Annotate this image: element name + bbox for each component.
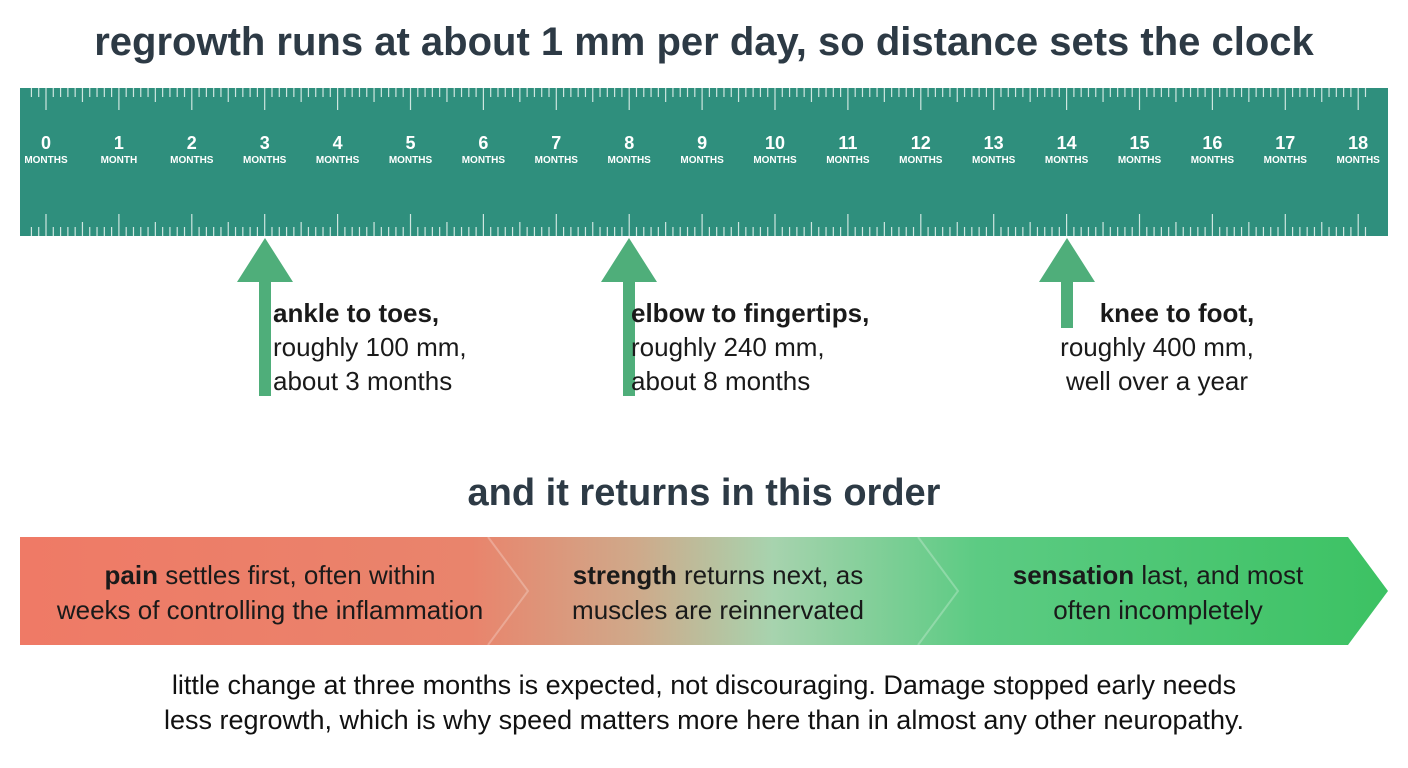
ruler-number: 16 (1202, 133, 1222, 153)
ruler-unit: MONTHS (462, 155, 506, 166)
marker-caption: knee to foot, roughly 400 mm, well over a … (1040, 296, 1274, 398)
ruler-unit: MONTHS (535, 155, 579, 166)
ruler-number: 3 (260, 133, 270, 153)
ruler-number: 10 (765, 133, 785, 153)
ruler-unit: MONTHS (170, 155, 214, 166)
caption-line: roughly 240 mm, (631, 332, 825, 362)
chevron (487, 536, 530, 646)
ruler-number: 17 (1275, 133, 1295, 153)
footer: little change at three months is expecte… (0, 668, 1408, 738)
ruler-number: 9 (697, 133, 707, 153)
ruler-unit: MONTHS (1264, 155, 1308, 166)
ruler-unit: MONTHS (680, 155, 724, 166)
title: regrowth runs at about 1 mm per day, so … (94, 20, 1314, 64)
ruler-number: 8 (624, 133, 634, 153)
ruler-number: 13 (984, 133, 1004, 153)
caption-line: well over a year (1065, 366, 1249, 396)
ruler-number: 18 (1348, 133, 1368, 153)
stage-text: often incompletely (1053, 595, 1263, 625)
ruler-number: 12 (911, 133, 931, 153)
ruler-number: 14 (1057, 133, 1077, 153)
ruler-number: 5 (405, 133, 415, 153)
caption-line: roughly 100 mm, (273, 332, 467, 362)
ruler-unit: MONTHS (316, 155, 360, 166)
caption-line: about 3 months (273, 366, 453, 396)
ruler-unit: MONTHS (826, 155, 870, 166)
ruler-unit: MONTHS (753, 155, 797, 166)
ruler-number: 11 (838, 133, 857, 153)
caption-line: about 8 months (631, 366, 811, 396)
ruler-unit: MONTHS (972, 155, 1016, 166)
marker-caption: elbow to fingertips, roughly 240 mm, about… (631, 296, 869, 398)
stage-lead: pain (104, 560, 158, 590)
ruler-number: 4 (333, 133, 343, 153)
ruler-number: 0 (41, 133, 51, 153)
ruler-unit: MONTHS (389, 155, 433, 166)
chevron (917, 536, 960, 646)
ruler-unit: MONTHS (899, 155, 943, 166)
caption-lead: knee to foot, (1099, 298, 1255, 328)
arrow (237, 238, 293, 396)
order-banner (20, 537, 1388, 645)
stage-lead: sensation (1012, 560, 1135, 590)
arrow (1039, 238, 1095, 328)
caption-line: roughly 400 mm, (1060, 332, 1254, 362)
ruler-unit: MONTHS (24, 155, 68, 166)
stage-text: returns next, as (684, 560, 864, 590)
ruler-number: 6 (478, 133, 488, 153)
ruler-number: 2 (187, 133, 197, 153)
ruler-unit: MONTHS (1118, 155, 1162, 166)
ruler-unit: MONTHS (1191, 155, 1235, 166)
ruler-number: 15 (1129, 133, 1149, 153)
marker-caption: ankle to toes, roughly 100 mm, about 3 mon… (273, 296, 467, 398)
caption-lead: ankle to toes, (273, 298, 440, 328)
footer-line: less regrowth, which is why speed matter… (163, 705, 1245, 735)
arrow (601, 238, 657, 396)
ruler-number: 7 (551, 133, 561, 153)
ruler-unit: MONTHS (608, 155, 652, 166)
ruler-number: 1 (114, 133, 124, 153)
stage: pain settles first, often within weeks of… (20, 558, 520, 628)
footer-line: little change at three months is expecte… (171, 670, 1237, 700)
order-title: and it returns in this order (467, 472, 941, 514)
stage-text: last, and most (1141, 560, 1304, 590)
stage: sensation last, and most often incomplete… (938, 558, 1378, 628)
stage-text: settles first, often within (165, 560, 436, 590)
arrows (237, 238, 1095, 396)
ruler-unit: MONTH (101, 155, 138, 166)
stage: strength returns next, as muscles are rei… (498, 558, 938, 628)
ruler-unit: MONTHS (243, 155, 287, 166)
ruler (20, 88, 1388, 236)
ruler-unit: MONTHS (1045, 155, 1089, 166)
ruler-unit: MONTHS (1337, 155, 1381, 166)
stage-text: muscles are reinnervated (572, 595, 864, 625)
caption-lead: elbow to fingertips, (631, 298, 870, 328)
stage-text: weeks of controlling the inflammation (56, 595, 484, 625)
stage-lead: strength (572, 560, 677, 590)
